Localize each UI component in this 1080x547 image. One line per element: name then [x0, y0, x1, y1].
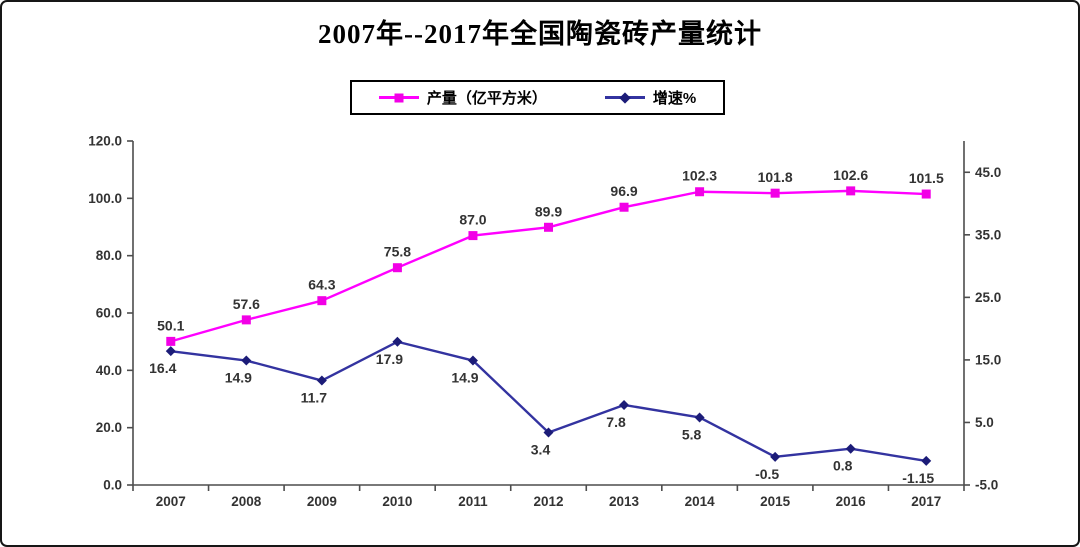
marker-growth-2008: [241, 355, 252, 366]
marker-production-2012: [544, 222, 553, 232]
marker-production-2008: [241, 315, 251, 325]
data-label-production-2014: 102.3: [682, 168, 717, 184]
marker-production-2007: [166, 336, 176, 346]
data-label-production-2007: 50.1: [157, 317, 184, 333]
data-label-growth-2014: 5.8: [682, 426, 702, 442]
marker-production-2009: [317, 296, 327, 306]
legend-item-growth: 增速%: [604, 87, 697, 108]
x-axis-label-2013: 2013: [609, 494, 640, 509]
data-label-growth-2015: -0.5: [755, 466, 779, 482]
chart-title: 2007年--2017年全国陶瓷砖产量统计: [318, 19, 762, 49]
legend-label-growth: 增速%: [652, 90, 697, 107]
marker-growth-2009: [316, 375, 327, 386]
marker-growth-2011: [467, 355, 478, 366]
legend-line-sample-growth: [604, 91, 645, 104]
marker-production-2017: [921, 189, 931, 199]
legend-item-production: 产量（亿平方米）: [378, 87, 547, 108]
data-label-growth-2016: 0.8: [833, 458, 853, 474]
data-label-growth-2008: 14.9: [225, 370, 252, 386]
y-axis-left-tick-label: 20.0: [96, 420, 122, 435]
marker-growth-2012: [543, 427, 554, 438]
x-axis-label-2015: 2015: [760, 494, 791, 509]
marker-production-2010: [392, 263, 402, 273]
x-axis-label-2007: 2007: [156, 494, 186, 509]
legend-square-marker-icon: [394, 93, 404, 102]
data-label-growth-2017: -1.15: [902, 470, 934, 486]
y-axis-left-tick-label: 0.0: [103, 478, 122, 493]
legend: 产量（亿平方米） 增速%: [350, 80, 725, 115]
marker-production-2016: [846, 186, 856, 196]
legend-line-sample-production: [378, 93, 419, 102]
x-axis-label-2012: 2012: [533, 494, 563, 509]
x-axis-label-2016: 2016: [836, 494, 867, 509]
data-label-production-2010: 75.8: [384, 244, 411, 260]
x-axis-label-2011: 2011: [458, 494, 488, 509]
data-label-production-2015: 101.8: [758, 169, 793, 185]
y-axis-left-tick-label: 80.0: [96, 248, 122, 263]
marker-production-2014: [695, 187, 705, 197]
marker-growth-2010: [392, 336, 403, 347]
x-axis-label-2010: 2010: [382, 494, 412, 509]
data-label-growth-2013: 7.8: [606, 414, 626, 430]
y-axis-right-tick-label: 15.0: [975, 352, 1001, 367]
y-axis-left-tick-label: 40.0: [96, 363, 122, 378]
y-axis-right-tick-label: -5.0: [975, 478, 998, 493]
marker-production-2015: [770, 188, 780, 198]
marker-growth-2013: [619, 399, 630, 410]
data-label-production-2016: 102.6: [833, 167, 868, 183]
y-axis-right-tick-label: 35.0: [975, 227, 1001, 242]
y-axis-right-tick-label: 5.0: [975, 415, 994, 430]
data-label-production-2008: 57.6: [233, 296, 260, 312]
y-axis-right-tick-label: 45.0: [975, 165, 1001, 180]
data-label-production-2012: 89.9: [535, 203, 562, 219]
legend-label-production: 产量（亿平方米）: [426, 90, 547, 107]
x-axis-label-2017: 2017: [911, 494, 941, 509]
data-label-production-2011: 87.0: [459, 212, 486, 228]
data-label-growth-2012: 3.4: [531, 441, 551, 457]
data-label-growth-2010: 17.9: [376, 351, 403, 367]
marker-growth-2015: [770, 451, 781, 462]
data-label-growth-2007: 16.4: [149, 360, 176, 376]
data-label-production-2009: 64.3: [308, 277, 335, 293]
data-label-growth-2011: 14.9: [451, 370, 478, 386]
marker-growth-2016: [845, 443, 856, 454]
x-axis-label-2014: 2014: [685, 494, 716, 509]
data-label-production-2013: 96.9: [610, 183, 637, 199]
y-axis-left-tick-label: 120.0: [88, 134, 122, 149]
data-label-growth-2009: 11.7: [301, 390, 328, 406]
marker-production-2011: [468, 231, 478, 241]
y-axis-left-tick-label: 100.0: [88, 191, 122, 206]
marker-growth-2014: [694, 412, 705, 423]
x-axis-label-2008: 2008: [231, 494, 262, 509]
marker-growth-2007: [165, 346, 176, 357]
data-label-production-2017: 101.5: [909, 170, 944, 186]
y-axis-right-tick-label: 25.0: [975, 290, 1001, 305]
marker-production-2013: [619, 202, 629, 212]
x-axis-label-2009: 2009: [307, 494, 337, 509]
marker-growth-2017: [921, 455, 932, 466]
y-axis-left-tick-label: 60.0: [96, 306, 122, 321]
